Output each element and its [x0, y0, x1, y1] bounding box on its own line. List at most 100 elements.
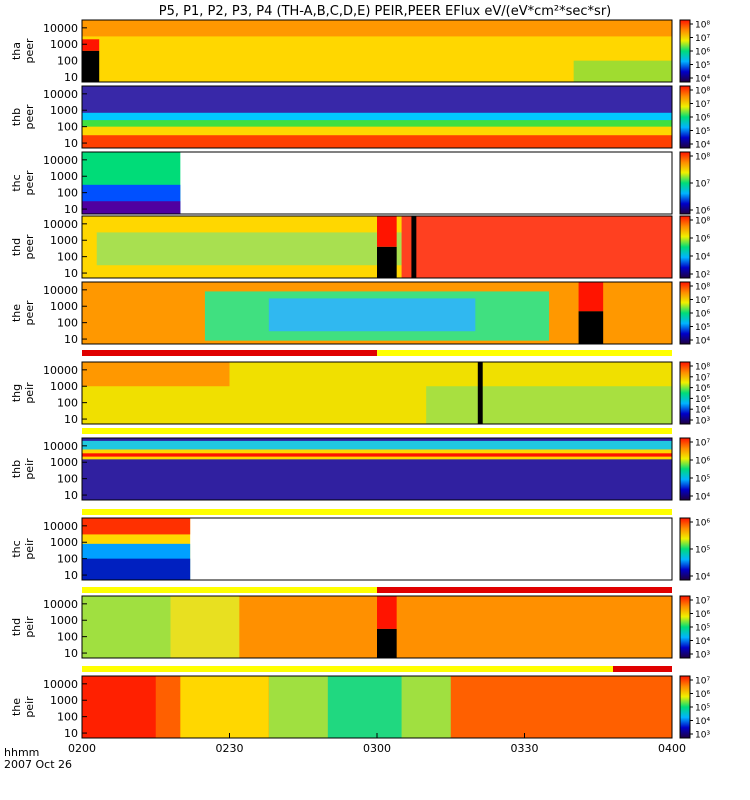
- y-tick-label: 100: [57, 397, 78, 410]
- y-tick-label: 100: [57, 55, 78, 68]
- y-tick-label: 100: [57, 251, 78, 264]
- y-tick-label: 10: [64, 727, 78, 740]
- panel-label-probe: thd: [10, 238, 23, 256]
- panel-thb-peir: 10 100 1000 10000 thb peir 10⁴ 10⁵ 10⁶ 10⁷: [10, 437, 710, 503]
- panel-label-probe: thb: [10, 460, 23, 478]
- spectrogram-block: [82, 518, 191, 535]
- spectrogram-block: [82, 362, 230, 387]
- panel-label-instrument: peer: [23, 234, 36, 260]
- spectrogram-block: [578, 311, 604, 344]
- spectrogram-block: [170, 596, 240, 658]
- panel-frame: [81, 595, 673, 659]
- y-tick-label: 10: [64, 569, 78, 582]
- y-tick-label: 10: [64, 489, 78, 502]
- colorbar: [679, 281, 691, 345]
- colorbar-tick-label: 10⁸: [695, 87, 710, 97]
- spectrogram-block: [82, 676, 156, 738]
- y-tick-label: 1000: [50, 300, 78, 313]
- colorbar-tick-label: 10⁵: [695, 61, 710, 71]
- panel-thd-peir: 10 100 1000 10000 thd peir 10³ 10⁴ 10⁵ 10⁶ 10⁷: [10, 595, 710, 661]
- spectrogram-block: [82, 558, 191, 580]
- colorbar: [679, 595, 691, 659]
- spectrogram-block: [411, 216, 417, 278]
- colorbar-tick-label: 10⁴: [695, 493, 710, 503]
- colorbar-tick-label: 10⁸: [695, 217, 710, 227]
- spectrogram-block: [426, 386, 672, 424]
- colorbar: [679, 215, 691, 279]
- colorbar: [679, 675, 691, 739]
- colorbar-tick-label: 10⁷: [695, 439, 710, 449]
- colorbar-tick-label: 10⁷: [695, 100, 710, 110]
- y-tick-label: 10000: [43, 440, 78, 453]
- y-tick-label: 1000: [50, 456, 78, 469]
- colorbar-tick-label: 10⁴: [695, 141, 710, 151]
- panel-label-instrument: peir: [23, 382, 36, 404]
- spectrogram-block: [401, 216, 672, 278]
- colorbar-tick-label: 10⁶: [695, 457, 710, 467]
- y-tick-label: 1000: [50, 170, 78, 183]
- status-bar: [82, 350, 672, 356]
- colorbar-tick-label: 10³: [695, 731, 710, 741]
- spectrogram-block: [377, 216, 397, 247]
- panel-the-peir: 10 100 1000 10000 the peir 10³ 10⁴ 10⁵ 10⁶ 10⁷: [10, 675, 710, 741]
- panel-label-probe: thc: [10, 540, 23, 557]
- status-segment: [82, 428, 672, 434]
- y-tick-label: 10000: [43, 154, 78, 167]
- x-axis-label-bottom: 2007 Oct 26: [4, 758, 72, 771]
- spectrogram-block: [82, 20, 672, 37]
- colorbar-tick-label: 10⁵: [695, 475, 710, 485]
- colorbar: [679, 85, 691, 149]
- status-segment: [82, 509, 672, 515]
- spectrogram-block: [377, 628, 397, 658]
- y-tick-label: 10000: [43, 678, 78, 691]
- spectrogram-block: [477, 362, 483, 424]
- y-tick-label: 10: [64, 137, 78, 150]
- colorbar-tick-label: 10⁴: [695, 75, 710, 85]
- colorbar: [679, 437, 691, 501]
- x-tick-label: 0300: [363, 742, 391, 755]
- panel-frame: [81, 517, 673, 581]
- status-bar: [82, 587, 672, 593]
- colorbar-tick-label: 10⁸: [695, 21, 710, 31]
- panel-frame: [81, 19, 673, 83]
- panel-frame: [81, 151, 673, 215]
- y-tick-label: 100: [57, 473, 78, 486]
- y-tick-label: 10000: [43, 364, 78, 377]
- x-tick-label: 0330: [511, 742, 539, 755]
- panel-label-probe: the: [10, 698, 23, 716]
- y-tick-label: 10000: [43, 284, 78, 297]
- colorbar-tick-label: 10³: [695, 651, 710, 661]
- y-tick-label: 10000: [43, 88, 78, 101]
- colorbar-tick-label: 10⁶: [695, 207, 710, 217]
- panel-frame: [81, 361, 673, 425]
- panel-label-instrument: peir: [23, 696, 36, 718]
- colorbar-tick-label: 10⁵: [695, 323, 710, 333]
- colorbar-tick-label: 10⁶: [695, 610, 710, 620]
- spectrogram-block: [96, 232, 402, 266]
- y-tick-label: 10000: [43, 598, 78, 611]
- spectrogram-block: [573, 60, 672, 82]
- y-tick-label: 10000: [43, 218, 78, 231]
- status-segment: [377, 587, 672, 593]
- colorbar: [679, 517, 691, 581]
- y-tick-label: 10: [64, 267, 78, 280]
- panel-frame: [81, 85, 673, 149]
- spectrogram-block: [578, 282, 604, 312]
- status-bars: [82, 350, 672, 672]
- colorbar-tick-label: 10⁶: [695, 690, 710, 700]
- x-tick-label: 0400: [658, 742, 686, 755]
- colorbar-tick-label: 10⁶: [695, 48, 710, 58]
- status-bar: [82, 509, 672, 515]
- y-tick-label: 1000: [50, 38, 78, 51]
- spectrogram-block: [180, 676, 269, 738]
- x-tick-label: 0230: [216, 742, 244, 755]
- panel-label-probe: thd: [10, 618, 23, 636]
- colorbar-tick-label: 10²: [695, 271, 710, 281]
- colorbar-tick-label: 10⁵: [695, 546, 710, 556]
- spectrogram-block: [82, 453, 672, 457]
- status-segment: [377, 350, 672, 356]
- colorbar-tick-label: 10⁴: [695, 717, 710, 727]
- colorbar-tick-label: 10⁷: [695, 296, 710, 306]
- spectrogram-block: [82, 135, 672, 148]
